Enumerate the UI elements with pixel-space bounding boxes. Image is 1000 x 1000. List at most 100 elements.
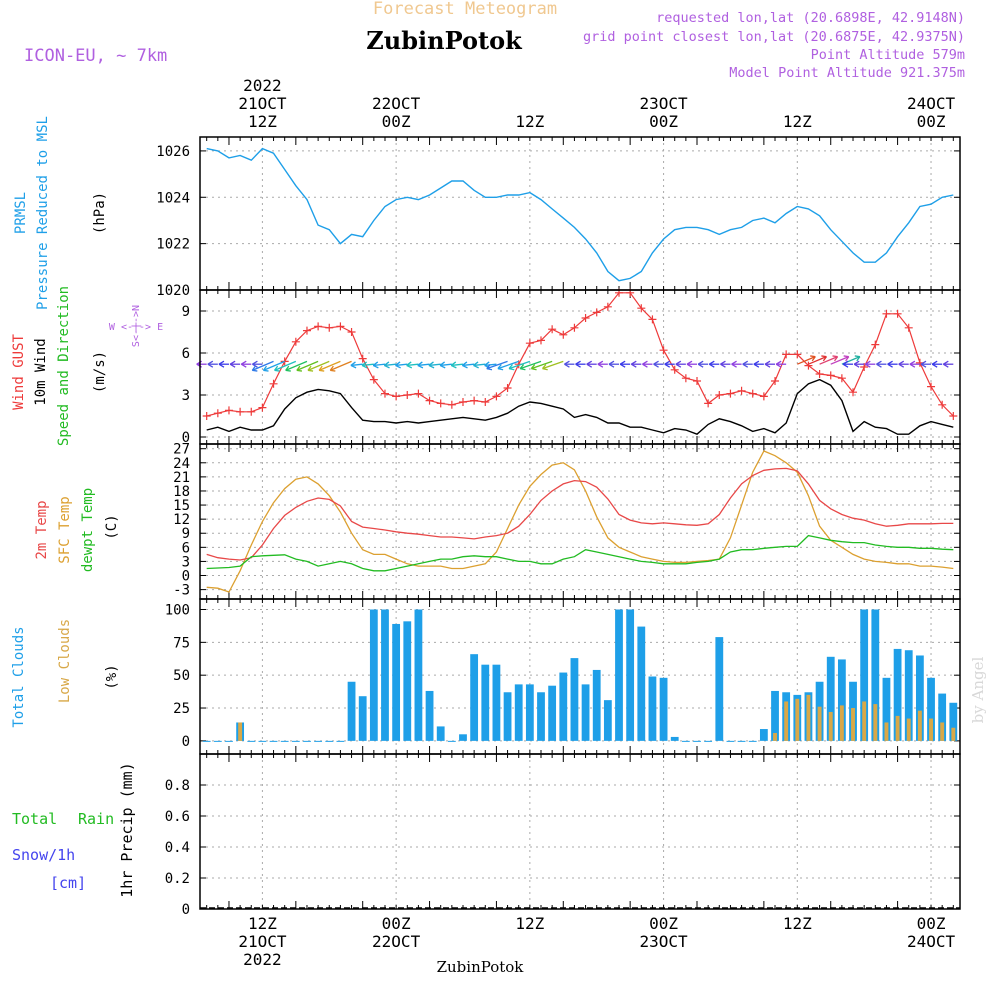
gust-marker — [213, 409, 222, 418]
bottom-time-label: 12Z — [248, 914, 277, 933]
wind-arrow — [830, 356, 850, 365]
temp-ytick-label: 3 — [182, 554, 190, 570]
prmsl-label: PRMSL — [13, 192, 29, 234]
wind-arrow — [819, 356, 838, 365]
wind10m-label: 10m Wind — [33, 338, 49, 405]
wind-arrow-head — [909, 360, 916, 368]
requested-coords: requested lon,lat (20.6898E, 42.9148N) — [656, 10, 965, 26]
wind-arrow-head — [810, 355, 816, 362]
total-clouds-bar — [759, 729, 768, 741]
compass-horizontal: W <-|-> E — [109, 322, 163, 333]
gust-marker — [458, 398, 467, 406]
total-clouds-bar — [470, 654, 479, 741]
gust-marker — [927, 382, 936, 391]
wind-arrow — [797, 356, 816, 365]
gust-marker — [849, 388, 858, 397]
total-clouds-bar — [893, 648, 902, 741]
wind-arrow-head — [473, 361, 479, 369]
gust-marker — [336, 322, 345, 331]
wind-arrow-head — [383, 361, 390, 369]
top-time-label: 22OCT — [372, 94, 421, 113]
gust-marker — [592, 308, 601, 317]
plot-area: 10201022102410260369-3036912151821242702… — [156, 136, 961, 918]
clouds-ytick-label: 25 — [173, 701, 190, 717]
dewpt-label: dewpt Temp — [80, 488, 96, 572]
gust-marker — [871, 340, 880, 349]
gust-marker — [302, 326, 311, 335]
wind-arrow-head — [461, 361, 468, 369]
pressure-ytick-label: 1022 — [156, 237, 190, 253]
total-clouds-bar — [559, 672, 568, 741]
top-time-label: 00Z — [382, 112, 411, 131]
wind-arrow-head — [508, 364, 515, 371]
wind10m-line — [206, 378, 954, 436]
gust-marker — [325, 323, 334, 332]
total-clouds-bar — [436, 726, 445, 741]
gust-marker — [949, 412, 958, 420]
gust-marker — [392, 392, 401, 401]
wind-ytick-label: 6 — [182, 346, 190, 362]
wind-arrow-head — [942, 360, 949, 368]
wind-arrow-head — [218, 360, 225, 368]
wind-arrow — [263, 360, 285, 371]
gust-marker — [470, 396, 479, 405]
wind-arrow-head — [329, 365, 336, 372]
top-time-label: 12Z — [783, 112, 812, 131]
total-clouds-bar — [581, 684, 590, 741]
clouds-ytick-label: 50 — [173, 668, 190, 684]
gust-marker — [414, 389, 423, 398]
wind-arrow-head — [251, 365, 258, 372]
wind-arrow — [330, 360, 352, 371]
pressure-ytick-label: 1020 — [156, 283, 190, 299]
bottom-time-label: 2022 — [243, 950, 282, 969]
wind-arrow-head — [608, 360, 615, 368]
wind-arrow — [417, 363, 430, 367]
temp-ytick-label: 21 — [173, 470, 190, 486]
gust-marker — [737, 386, 746, 395]
low-clouds-bar — [873, 704, 878, 741]
total-clouds-bar — [860, 609, 869, 741]
top-time-label: 12Z — [515, 112, 544, 131]
model-label: ICON-EU, ~ 7km — [24, 46, 167, 66]
snow-label: Snow/1h — [12, 846, 75, 864]
total-clouds-bar — [514, 684, 523, 741]
gust-marker — [269, 379, 278, 388]
wind-ytick-label: 3 — [182, 388, 190, 404]
snow-unit-label: [cm] — [50, 874, 86, 892]
cloud-unit-label: (%) — [104, 664, 120, 689]
wind-arrow-head — [564, 360, 570, 368]
gust-marker — [380, 389, 389, 398]
total-clouds-bar — [392, 623, 401, 741]
gust-marker — [425, 396, 434, 405]
gust-marker — [782, 350, 791, 359]
temp2m-label: 2m Temp — [34, 500, 50, 559]
gust-marker — [570, 323, 579, 332]
bottom-time-label: 22OCT — [372, 932, 421, 951]
wind-labels: Wind GUST 10m Wind Speed and Direction (… — [11, 286, 163, 446]
wind-arrow-head — [653, 360, 659, 368]
bottom-time-label: 21OCT — [238, 932, 287, 951]
wind-arrow — [542, 360, 564, 370]
gust-marker — [826, 371, 835, 380]
total-clouds-bar — [837, 659, 846, 741]
gust-marker — [247, 407, 256, 416]
bottom-time-label: 23OCT — [639, 932, 688, 951]
wind-arrow-head — [720, 360, 726, 368]
speed-direction-label: Speed and Direction — [56, 286, 72, 446]
wind-arrow-head — [586, 360, 593, 368]
gust-marker — [447, 400, 456, 409]
wind-arrow-head — [742, 360, 749, 368]
wind-arrow-head — [843, 355, 850, 362]
wind-arrow — [428, 363, 441, 367]
precip-ytick-label: 0.2 — [165, 871, 190, 887]
gust-marker — [893, 309, 902, 318]
gust-marker — [670, 365, 679, 374]
pressure-ytick-label: 1026 — [156, 144, 190, 160]
wind-unit-label: (m/s) — [92, 351, 108, 393]
clouds-ytick-label: 75 — [173, 635, 190, 651]
point-altitude: Point Altitude 579m — [811, 47, 965, 63]
wind-arrow-head — [296, 365, 303, 372]
total-clouds-bar — [938, 693, 947, 741]
wind-arrow-head — [597, 360, 604, 368]
